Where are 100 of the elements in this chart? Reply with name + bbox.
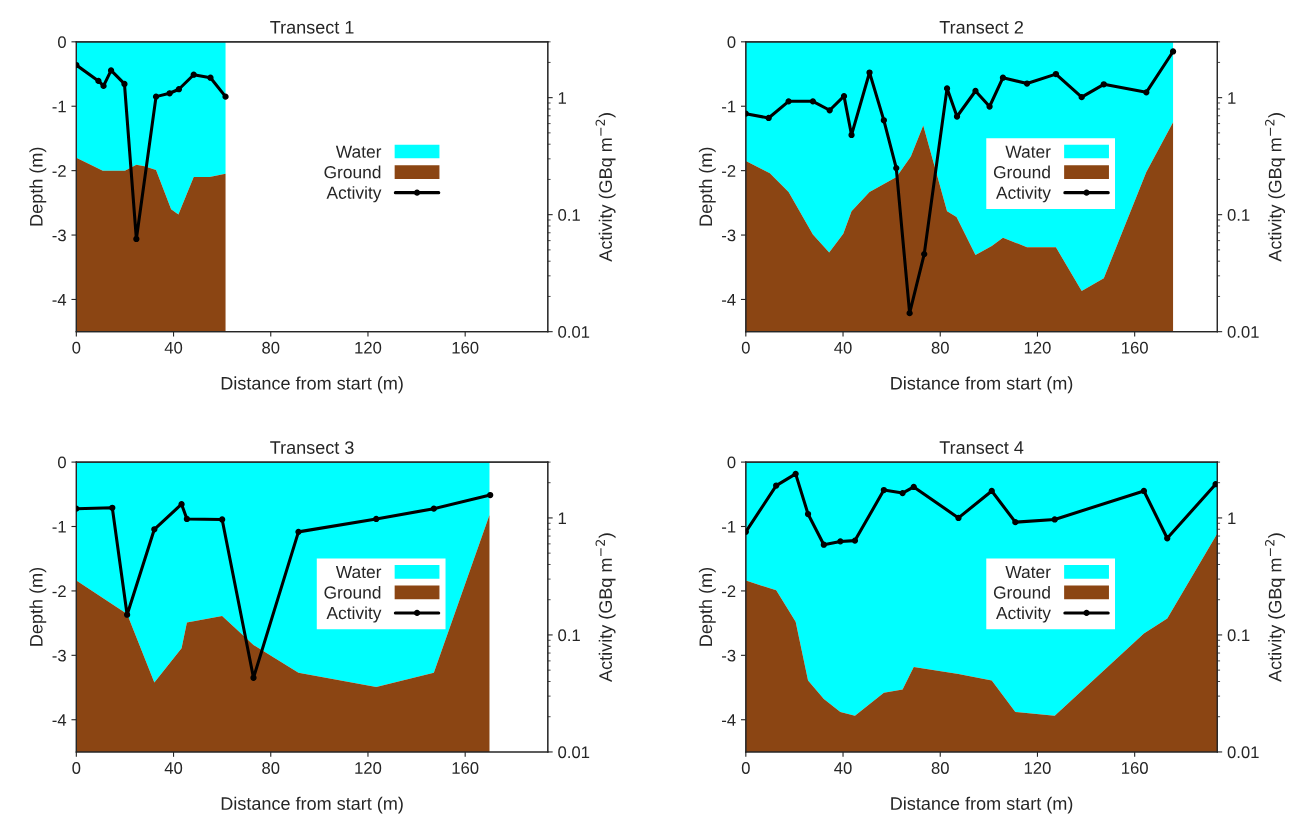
y2-axis-title: Activity (GBq m$^{−2}$) [595,533,616,682]
point [866,69,873,76]
y2-tick-label: 0.01 [1227,326,1259,338]
point [953,113,961,120]
point [219,516,226,523]
y-tick-label: -2 [722,585,736,597]
y2-tick-label: 1 [558,92,566,104]
y2-tick-label: 1 [1228,512,1236,524]
point [1012,519,1019,526]
point [804,510,812,518]
y-tick-label: -1 [52,521,66,533]
point [906,310,913,317]
point [785,98,792,105]
point [943,85,951,92]
legend-label: Water [1005,145,1051,158]
legend-label: Water [335,566,382,579]
y2-axis-title: Activity (GBq m$^{−2}$) [1265,533,1286,682]
y-tick-label: -3 [722,649,736,662]
chart-title: Transect 2 [939,20,1023,34]
legend-label: Ground [993,165,1050,179]
y-axis-title: Depth (m) [698,568,716,646]
x-tick-label: 40 [164,762,183,774]
y2-axis-title: Activity (GBq m$^{−2}$) [595,113,616,262]
point [133,235,140,243]
y2-tick-label: 1 [558,512,566,524]
point [921,250,928,258]
x-tick-label: 80 [262,341,280,354]
point [809,98,817,105]
y-tick-label: -3 [722,229,736,242]
y-tick-label: -4 [722,714,736,726]
point [183,515,191,523]
x-axis-title: Distance from start (m) [891,796,1073,814]
point [893,164,900,172]
x-tick-label: 40 [164,341,183,354]
point [1051,516,1058,523]
y2-tick-label: 0.1 [1227,629,1250,642]
point [1100,81,1107,88]
point [207,74,214,81]
y2-tick-label: 0.1 [1227,209,1250,221]
x-tick-label: 40 [834,762,852,774]
y-tick-label: -1 [722,521,736,533]
y-tick-label: -2 [52,585,66,597]
y-tick-label: -2 [722,165,736,177]
point [178,501,185,508]
point [373,515,380,523]
y-tick-label: -4 [52,294,67,306]
point [826,107,833,114]
x-tick-label: 120 [355,762,382,774]
point [986,103,993,110]
y-tick-label: -1 [52,100,66,113]
point [151,526,158,533]
point [100,82,107,90]
point [295,528,302,535]
point [773,482,780,489]
y2-axis-title: Activity (GBq m$^{−2}$) [1265,113,1286,262]
x-tick-label: 80 [931,341,949,354]
y-axis-title: Depth (m) [29,568,47,646]
x-tick-label: 40 [834,341,852,354]
point [250,674,257,681]
y-tick-label: -1 [722,100,736,113]
point [840,93,848,100]
x-tick-label: 80 [262,762,280,774]
x-axis-title: Distance from start (m) [221,376,403,394]
x-tick-label: 120 [355,341,382,354]
legend-label: Ground [324,165,381,179]
legend-label: Activity [996,606,1051,623]
point [1140,487,1148,495]
legend-label: Activity [326,186,382,203]
point [487,491,494,499]
point [848,131,855,139]
x-tick-label: 120 [1024,341,1051,354]
y-tick-label: -3 [52,229,66,242]
point [123,611,131,618]
legend-label: Activity [996,186,1051,203]
point [222,93,229,100]
point [166,90,173,97]
point [190,71,197,78]
point [837,538,844,545]
point [107,67,115,74]
chart-title: Transect 1 [270,21,354,34]
point [1164,535,1171,542]
y2-tick-label: 0.01 [558,326,590,338]
point [1212,481,1218,488]
x-tick-label: 160 [1122,341,1148,354]
x-axis-title: Distance from start (m) [891,376,1073,394]
point [880,117,887,124]
legend-label: Water [1005,566,1051,579]
point [880,486,887,494]
y-axis-title: Depth (m) [29,147,47,226]
y-tick-label: 0 [57,36,66,49]
y2-tick-label: 0.1 [558,209,580,221]
y-tick-label: 0 [727,36,736,49]
y-tick-label: 0 [727,456,736,469]
y-tick-label: -4 [52,714,67,726]
point [1052,70,1060,78]
y-axis-title: Depth (m) [698,147,716,226]
point [109,504,116,511]
point [765,114,772,122]
point [95,77,102,85]
point [1023,80,1031,87]
